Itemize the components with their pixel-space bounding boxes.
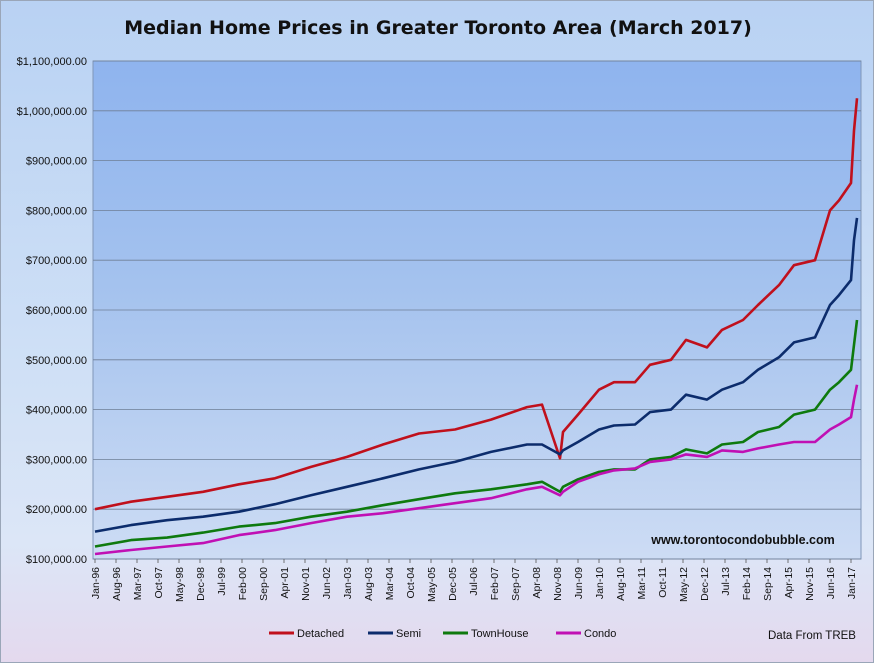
x-tick-label: Feb-00 — [237, 567, 249, 600]
x-tick-label: Jul-06 — [468, 567, 480, 596]
x-tick-label: Jul-99 — [216, 567, 228, 596]
x-tick-label: Oct-04 — [405, 567, 417, 599]
x-tick-label: Dec-98 — [195, 567, 207, 601]
legend-label-semi: Semi — [396, 628, 421, 640]
y-tick-label: $100,000.00 — [26, 554, 87, 566]
series-line-detached — [94, 98, 859, 511]
x-tick-label: Oct-11 — [657, 567, 669, 598]
data-source-label: Data From TREB — [768, 630, 856, 642]
x-tick-label: Aug-96 — [111, 567, 123, 601]
x-tick-label: Aug-10 — [615, 567, 627, 601]
x-tick-label: Nov-08 — [552, 567, 564, 601]
x-tick-label: Nov-15 — [804, 567, 816, 601]
y-tick-label: $1,100,000.00 — [17, 56, 87, 68]
x-tick-label: Aug-03 — [363, 567, 375, 601]
x-axis: Jan-96 Aug-96 Mar-97 Oct-97 May-98 Dec-98 Jul-… — [90, 559, 858, 602]
x-tick-label: Jul-13 — [720, 567, 732, 596]
x-tick-label: Jan-96 — [90, 567, 102, 599]
series-line-semi — [94, 217, 859, 533]
x-tick-label: May-98 — [174, 567, 186, 602]
legend: Detached Semi TownHouse Condo — [269, 628, 616, 640]
series-line-condo — [94, 384, 859, 556]
x-tick-label: Sep-00 — [258, 567, 270, 601]
y-tick-label: $200,000.00 — [26, 504, 87, 516]
y-axis: $100,000.00 $200,000.00 $300,000.00 $400,00… — [17, 56, 87, 566]
y-tick-label: $700,000.00 — [26, 255, 87, 267]
x-tick-label: Jun-09 — [573, 567, 585, 599]
x-tick-label: Oct-97 — [153, 567, 165, 599]
x-tick-label: Jan-03 — [342, 567, 354, 599]
x-tick-label: Dec-12 — [699, 567, 711, 601]
x-tick-label: Mar-11 — [636, 567, 648, 600]
x-tick-label: Sep-14 — [762, 567, 774, 601]
y-tick-label: $600,000.00 — [26, 305, 87, 317]
y-tick-label: $500,000.00 — [26, 355, 87, 367]
y-tick-label: $800,000.00 — [26, 205, 87, 217]
x-tick-label: Nov-01 — [300, 567, 312, 601]
x-tick-label: Mar-04 — [384, 567, 396, 600]
series-line-townhouse — [94, 319, 859, 548]
series-lines — [94, 98, 859, 556]
x-tick-label: Sep-07 — [510, 567, 522, 601]
legend-label-condo: Condo — [584, 628, 616, 640]
x-tick-label: Feb-07 — [489, 567, 501, 600]
y-tick-label: $1,000,000.00 — [17, 106, 87, 118]
y-tick-label: $900,000.00 — [26, 156, 87, 168]
chart-title: Median Home Prices in Greater Toronto Ar… — [124, 17, 752, 39]
x-tick-label: May-05 — [426, 567, 438, 602]
x-tick-label: Apr-15 — [783, 567, 795, 599]
x-tick-label: Jun-02 — [321, 567, 333, 599]
legend-label-detached: Detached — [297, 628, 344, 640]
legend-label-townhouse: TownHouse — [471, 628, 528, 640]
x-tick-label: May-12 — [678, 567, 690, 602]
x-tick-label: Apr-01 — [279, 567, 291, 599]
x-tick-label: Jan-10 — [594, 567, 606, 599]
x-tick-label: Mar-97 — [132, 567, 144, 600]
y-tick-label: $300,000.00 — [26, 454, 87, 466]
x-tick-label: Jun-16 — [825, 567, 837, 599]
x-tick-label: Jan-17 — [846, 567, 858, 599]
source-website-label: www.torontocondobubble.com — [650, 533, 835, 547]
x-tick-label: Apr-08 — [531, 567, 543, 599]
y-tick-label: $400,000.00 — [26, 405, 87, 417]
x-tick-label: Feb-14 — [741, 567, 753, 600]
x-tick-label: Dec-05 — [447, 567, 459, 601]
